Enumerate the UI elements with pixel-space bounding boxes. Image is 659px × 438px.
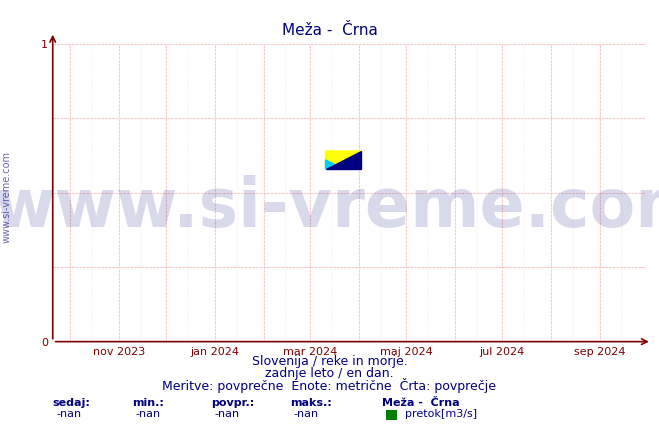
- Text: -nan: -nan: [214, 409, 239, 419]
- Text: -nan: -nan: [135, 409, 160, 419]
- Text: min.:: min.:: [132, 398, 163, 408]
- Text: www.si-vreme.com: www.si-vreme.com: [0, 175, 659, 240]
- Text: sedaj:: sedaj:: [53, 398, 90, 408]
- Text: -nan: -nan: [56, 409, 81, 419]
- Polygon shape: [326, 151, 361, 169]
- Text: Slovenija / reke in morje.: Slovenija / reke in morje.: [252, 355, 407, 368]
- Text: Meritve: povprečne  Enote: metrične  Črta: povprečje: Meritve: povprečne Enote: metrične Črta:…: [163, 378, 496, 393]
- Text: -nan: -nan: [293, 409, 318, 419]
- Text: povpr.:: povpr.:: [211, 398, 254, 408]
- Polygon shape: [326, 160, 343, 169]
- Text: zadnje leto / en dan.: zadnje leto / en dan.: [265, 367, 394, 380]
- Text: pretok[m3/s]: pretok[m3/s]: [405, 409, 477, 419]
- Text: Meža -  Črna: Meža - Črna: [281, 23, 378, 38]
- Text: www.si-vreme.com: www.si-vreme.com: [1, 151, 12, 243]
- Text: Meža -  Črna: Meža - Črna: [382, 398, 460, 408]
- Polygon shape: [326, 151, 361, 169]
- Text: maks.:: maks.:: [290, 398, 331, 408]
